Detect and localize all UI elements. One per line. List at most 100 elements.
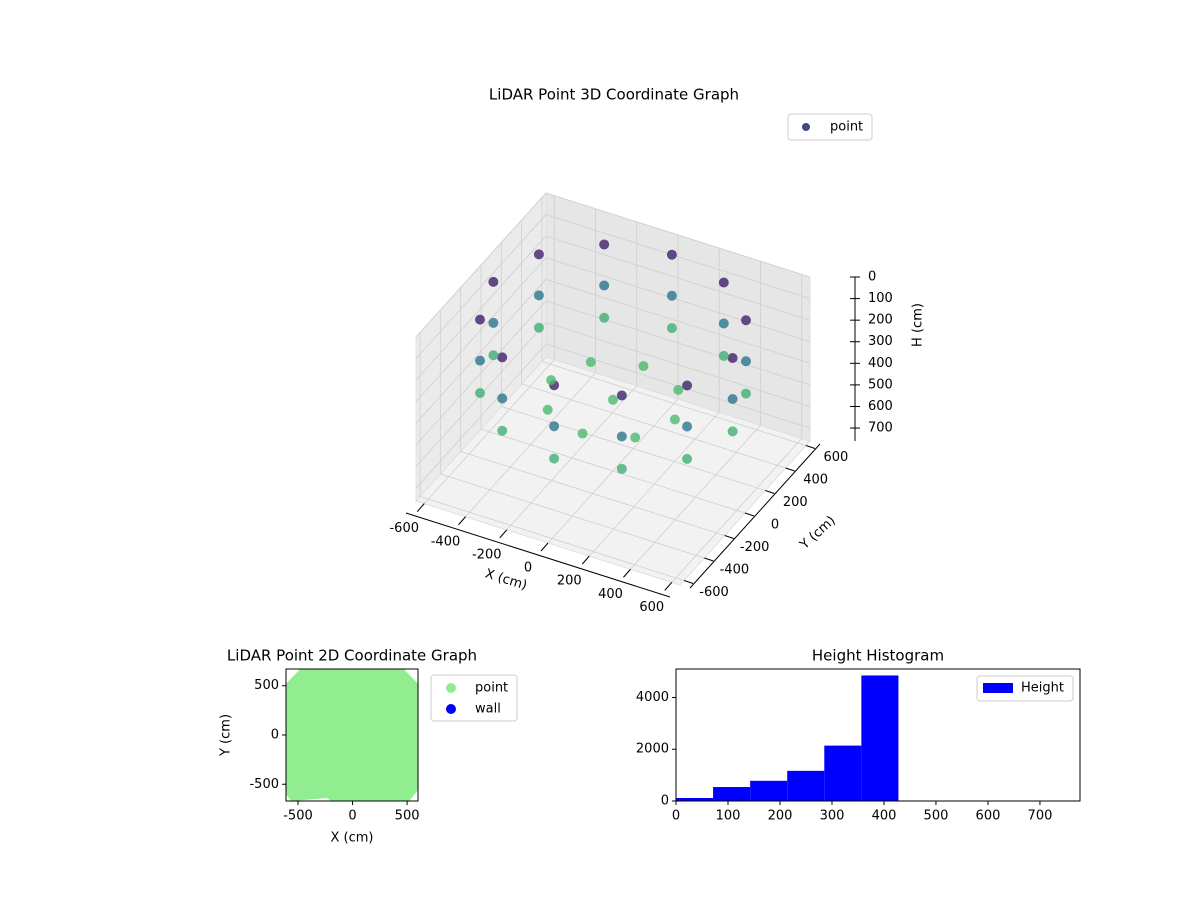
z-tick-label: 100	[868, 291, 893, 306]
grid-line	[545, 257, 811, 343]
axes-frame	[675, 668, 1081, 802]
y-tick-label: -500	[249, 777, 279, 792]
point	[577, 428, 588, 439]
legend-box	[430, 674, 518, 722]
chart-title: Height Histogram	[812, 647, 944, 665]
y-tick-label: -600	[699, 585, 729, 600]
bar	[676, 797, 714, 801]
z-tick-label: 700	[868, 421, 893, 436]
x-tick	[664, 582, 673, 591]
point	[718, 318, 729, 329]
point	[488, 276, 499, 287]
x-tick-label: 400	[598, 587, 623, 602]
point	[682, 380, 693, 391]
z-tick-label: 400	[868, 356, 893, 371]
z-axis-label: H (cm)	[911, 303, 926, 347]
x-tick-label: 100	[716, 809, 741, 824]
x-tick	[540, 542, 549, 552]
y-tick-label: 0	[771, 518, 779, 533]
point	[608, 394, 618, 405]
y-tick-label: 600	[824, 450, 849, 465]
point	[666, 290, 677, 301]
legend-marker	[446, 704, 456, 714]
legend-label: point	[475, 681, 508, 696]
y-tick-label: -400	[720, 563, 750, 578]
point	[585, 357, 596, 368]
grid-line	[460, 451, 725, 536]
x-tick	[458, 516, 466, 526]
chart-title: LiDAR Point 3D Coordinate Graph	[489, 86, 739, 104]
y-tick	[704, 557, 714, 562]
point	[616, 431, 627, 442]
point	[638, 361, 649, 372]
legend-label: point	[830, 120, 863, 135]
y-tick	[744, 512, 755, 517]
z-tick-label: 300	[868, 334, 893, 349]
grid-line	[521, 383, 786, 469]
bar	[787, 770, 825, 801]
point	[533, 322, 544, 333]
point	[497, 425, 508, 436]
point	[682, 421, 693, 432]
point	[740, 315, 751, 326]
x-tick	[416, 503, 425, 512]
grid-line	[415, 279, 547, 424]
legend-box	[787, 113, 873, 141]
z-tick-label: 0	[868, 270, 876, 285]
bar	[861, 675, 899, 801]
bar	[713, 787, 751, 801]
x-tick-label: 400	[872, 809, 897, 824]
legend-marker	[446, 683, 456, 693]
x-tick	[623, 568, 631, 578]
grid-line	[541, 361, 807, 446]
point	[616, 463, 627, 474]
point	[599, 312, 610, 323]
point	[475, 387, 486, 398]
y-tick-label: 200	[783, 495, 808, 510]
x-tick-label: -600	[389, 521, 419, 536]
point-region	[286, 669, 418, 801]
grid-line	[480, 428, 746, 514]
z-tick-label: 500	[868, 377, 893, 392]
legend-label: wall	[475, 702, 501, 717]
bar	[824, 745, 862, 801]
y-tick	[724, 535, 734, 539]
y-tick	[683, 580, 694, 584]
y-tick-label: 0	[271, 728, 279, 743]
x-tick-label: 500	[395, 809, 420, 824]
x-tick-label: 0	[348, 809, 356, 824]
x-tick-label: 600	[976, 809, 1001, 824]
point	[727, 426, 738, 437]
point	[497, 352, 508, 363]
y-tick	[765, 490, 775, 494]
grid-line	[440, 473, 705, 559]
y-axis	[689, 443, 821, 589]
legend-box	[976, 675, 1074, 702]
x-tick-label: 200	[768, 809, 793, 824]
z-tick-label: 600	[868, 399, 893, 414]
point	[727, 394, 738, 405]
point	[666, 323, 677, 334]
point	[718, 277, 729, 288]
x-tick-label: 0	[672, 809, 680, 824]
x-tick-label: 500	[924, 809, 949, 824]
x-tick-label: 600	[639, 600, 664, 615]
y-axis-label: Y (cm)	[219, 714, 234, 757]
point	[549, 421, 560, 432]
grid-line	[501, 406, 766, 491]
legend-marker	[983, 683, 1013, 693]
x-tick-label: 300	[820, 809, 845, 824]
legend-label: Height	[1021, 681, 1064, 696]
x-axis	[405, 512, 671, 598]
point	[673, 384, 684, 395]
y-tick-label: 0	[661, 794, 669, 809]
point	[542, 404, 553, 415]
x-tick	[581, 555, 590, 565]
grid-line	[415, 300, 547, 446]
bar	[750, 780, 788, 801]
x-tick-label: -200	[472, 547, 502, 562]
point	[616, 390, 627, 401]
x-tick-label: 0	[524, 561, 532, 576]
point	[475, 314, 486, 325]
chart-title: LiDAR Point 2D Coordinate Graph	[227, 647, 477, 665]
